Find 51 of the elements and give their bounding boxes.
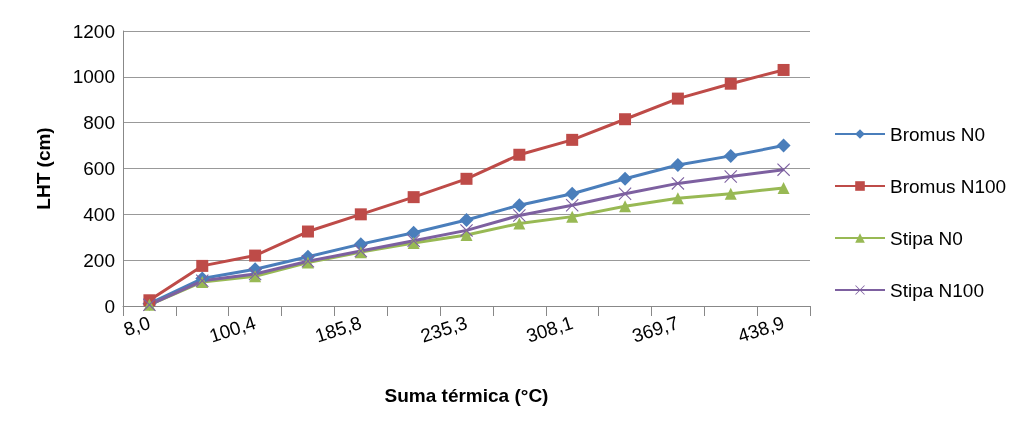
x-tick-label: 100,4 [206,312,259,347]
point [407,191,420,204]
point [723,148,738,163]
point [619,113,632,126]
point [565,198,579,212]
point [513,217,526,230]
point [776,138,791,153]
point [249,249,262,262]
legend-label: Bromus N0 [890,123,986,145]
y-tick-label: 600 [83,158,115,179]
point [459,213,474,228]
y-tick-label: 800 [83,112,115,134]
point [196,259,209,272]
x-tick-label: 369,7 [629,312,682,347]
y-tick-label: 200 [83,249,115,271]
y-tick-label: 400 [83,203,115,225]
point [460,172,473,185]
point [354,208,367,221]
y-tick-label: 1200 [72,20,115,42]
point [618,171,633,186]
legend-label: Stipa N100 [890,279,985,301]
x-tick-label: 235,3 [418,312,470,347]
point [777,181,790,194]
point [724,170,738,184]
x-tick-label: 308,1 [523,312,576,347]
x-tick-label: 438,9 [735,312,787,347]
point [777,63,790,76]
point [565,186,580,201]
y-axis-title: LHT (cm) [33,127,54,210]
point [724,187,737,200]
point [301,225,314,238]
point [724,77,737,90]
point [460,228,473,241]
point [512,198,527,213]
point [671,192,684,205]
y-tick-label: 0 [104,295,115,317]
point [513,148,526,161]
point [406,225,421,240]
point [618,187,632,201]
legend-label: Bromus N100 [890,175,1007,197]
x-tick-label: 8,0 [121,312,153,341]
point [671,176,685,190]
y-tick-label: 1000 [72,66,115,88]
legend-label: Stipa N0 [890,227,963,249]
x-axis-title: Suma térmica (°C) [384,385,549,406]
point [671,92,684,105]
point [670,158,685,173]
point [566,210,579,223]
point [566,133,579,146]
x-tick-label: 185,8 [312,312,365,347]
point [619,200,632,213]
